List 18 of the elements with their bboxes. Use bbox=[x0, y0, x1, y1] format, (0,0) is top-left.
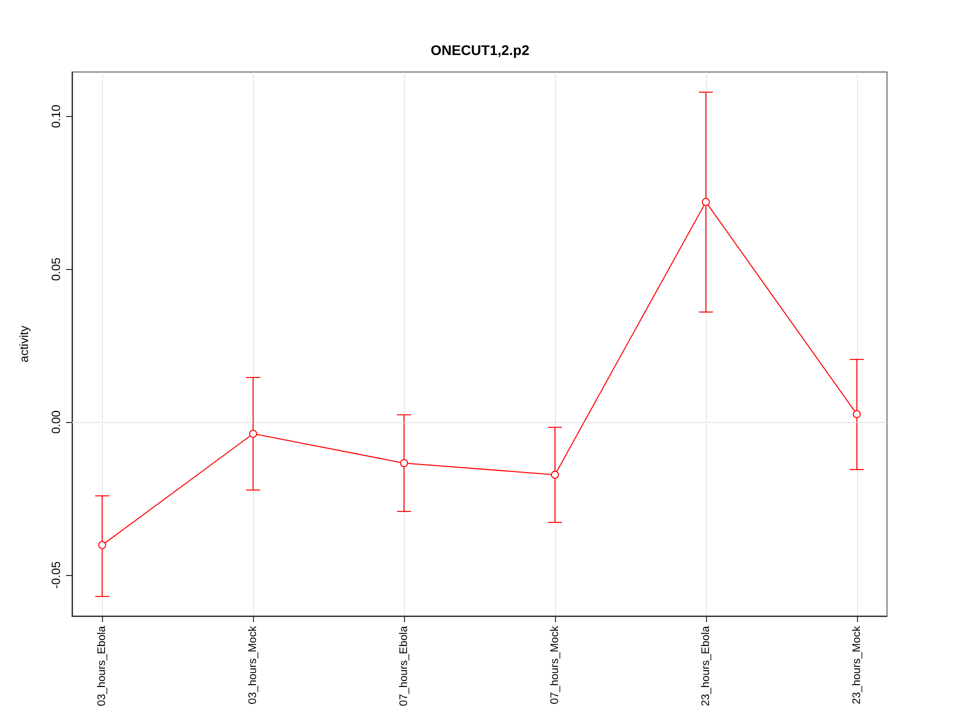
point bbox=[400, 459, 408, 468]
x-tick-label: 07_hours_Ebola bbox=[398, 625, 410, 706]
y-tick-label: 0.10 bbox=[49, 104, 63, 128]
y-tick-label: -0.05 bbox=[49, 561, 63, 589]
point bbox=[249, 430, 258, 438]
x-tick-label: 03_hours_Mock bbox=[247, 626, 260, 704]
x-tick-label: 03_hours_Ebola bbox=[96, 625, 108, 706]
chart-title: ONECUT1,2.p2 bbox=[430, 42, 530, 58]
x-tick-label: 23_hours_Ebola bbox=[700, 625, 712, 706]
point bbox=[98, 541, 106, 550]
point bbox=[550, 470, 559, 479]
y-axis-title: activity bbox=[17, 326, 31, 362]
x-tick-label: 07_hours_Mock bbox=[548, 626, 561, 704]
point bbox=[702, 198, 710, 206]
x-tick-label: 23_hours_Mock bbox=[850, 626, 863, 704]
point bbox=[852, 410, 861, 418]
y-tick-label: 0.00 bbox=[49, 410, 63, 434]
y-tick-label: 0.05 bbox=[49, 257, 63, 281]
